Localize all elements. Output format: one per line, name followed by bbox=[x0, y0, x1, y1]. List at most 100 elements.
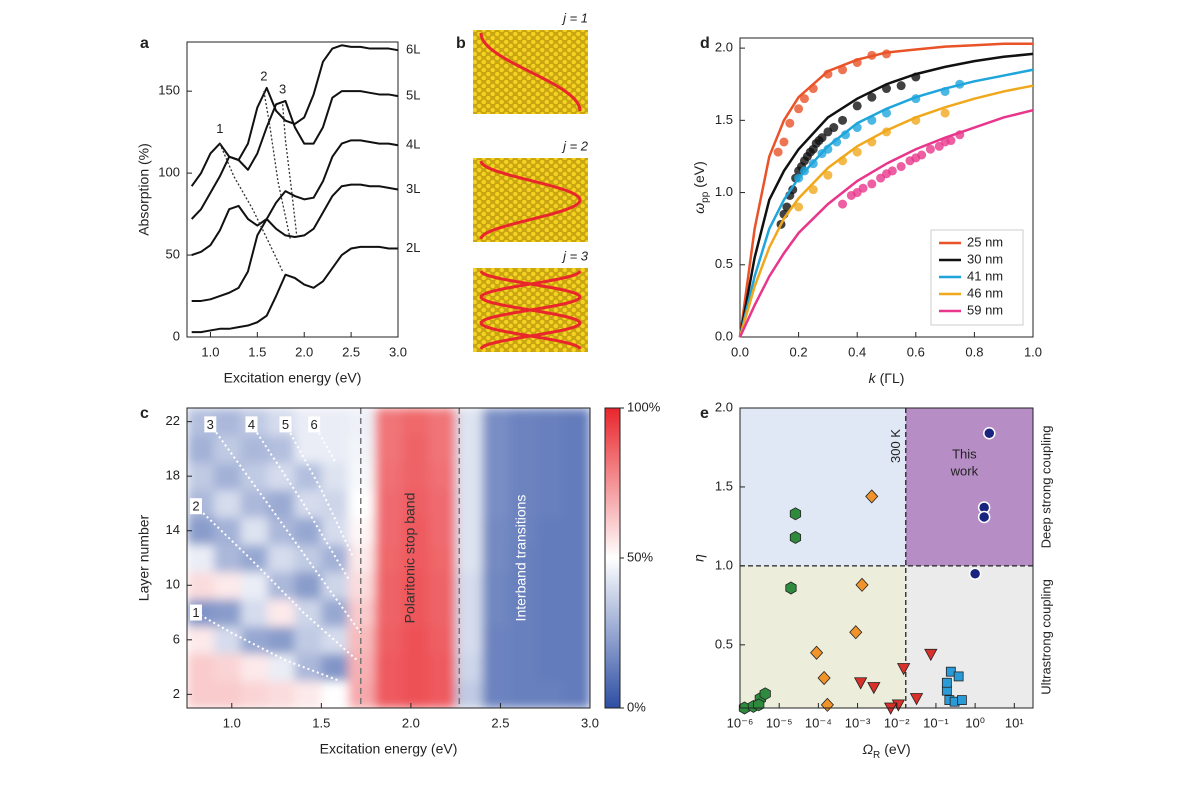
data-point bbox=[808, 159, 818, 169]
fit-line bbox=[738, 84, 1034, 338]
heat-cell bbox=[428, 544, 457, 573]
heat-cell bbox=[267, 462, 295, 491]
heat-cell bbox=[401, 544, 430, 573]
peak-label: 3 bbox=[279, 82, 286, 97]
marker-diamond bbox=[849, 625, 863, 640]
y-tick-label: 1.0 bbox=[715, 184, 733, 199]
heat-cell bbox=[536, 517, 564, 545]
band-label: Polaritonic stop band bbox=[402, 493, 418, 624]
heat-cell bbox=[321, 544, 349, 573]
plot-frame bbox=[739, 37, 1034, 338]
heat-cell bbox=[482, 489, 510, 518]
data-point bbox=[799, 94, 809, 104]
heat-cell bbox=[213, 598, 242, 627]
x-axis-label: k (ΓL) bbox=[869, 370, 905, 386]
x-tick-label: 10⁰ bbox=[965, 715, 985, 730]
heat-cell bbox=[348, 653, 376, 682]
label-part: ω bbox=[691, 203, 707, 214]
heat-cell bbox=[294, 517, 322, 545]
panel-letter: b bbox=[456, 35, 466, 52]
data-point bbox=[911, 115, 921, 125]
heat-cell bbox=[536, 680, 564, 708]
x-tick-label: 3.0 bbox=[389, 344, 407, 359]
heat-cell bbox=[187, 435, 215, 464]
band-label: Interband transitions bbox=[513, 495, 529, 622]
heat-cell bbox=[482, 544, 510, 573]
mode-label: 1 bbox=[192, 605, 199, 620]
data-point bbox=[955, 79, 965, 89]
heat-cell bbox=[536, 626, 564, 654]
data-point bbox=[808, 185, 818, 195]
heat-cell bbox=[267, 680, 295, 708]
mode-label: 5 bbox=[282, 417, 289, 432]
heat-cell bbox=[321, 571, 349, 600]
heat-cell bbox=[294, 435, 322, 464]
heat-cell bbox=[375, 517, 403, 545]
heat-cell bbox=[321, 517, 349, 545]
heat-cell bbox=[375, 571, 403, 600]
heat-cell bbox=[455, 680, 484, 708]
heat-cell bbox=[294, 653, 322, 682]
heat-cell bbox=[563, 462, 590, 491]
heat-cell bbox=[375, 680, 403, 708]
heat-cell bbox=[455, 489, 484, 518]
heat-cell bbox=[455, 598, 484, 627]
heat-cell bbox=[187, 653, 215, 682]
heat-cell bbox=[482, 653, 510, 682]
data-point bbox=[773, 147, 783, 157]
heat-cell bbox=[294, 680, 322, 708]
x-tick-label: 0.2 bbox=[790, 344, 808, 359]
heat-cell bbox=[267, 489, 295, 518]
data-point bbox=[896, 162, 906, 172]
heat-cell bbox=[187, 544, 215, 573]
guide-line bbox=[263, 91, 291, 239]
legend-label: 30 nm bbox=[967, 251, 1003, 266]
y-tick-label: 0 bbox=[173, 328, 180, 343]
y-axis-label: η bbox=[691, 554, 707, 562]
mode-label-bg bbox=[308, 416, 321, 433]
heat-cell bbox=[240, 598, 269, 627]
heat-cell bbox=[509, 571, 537, 600]
mode-label-bg bbox=[204, 416, 217, 433]
colorbar-label: 0% bbox=[627, 699, 646, 714]
heat-cell bbox=[428, 517, 457, 545]
heat-cell bbox=[563, 435, 590, 464]
data-point bbox=[858, 183, 868, 193]
data-point bbox=[838, 115, 848, 125]
heat-cell bbox=[213, 517, 242, 545]
data-point bbox=[794, 202, 804, 212]
coupling-region bbox=[905, 408, 1033, 566]
x-tick-label: 2.5 bbox=[491, 715, 509, 730]
y-tick-label: 1.5 bbox=[715, 112, 733, 127]
marker-diamond bbox=[855, 577, 869, 592]
coupling-region bbox=[740, 565, 906, 708]
mode-line bbox=[250, 423, 350, 579]
mode-label: 2 bbox=[192, 499, 199, 514]
heat-cell bbox=[401, 435, 430, 464]
lattice-box bbox=[473, 158, 588, 242]
heat-cell bbox=[348, 598, 376, 627]
data-point bbox=[852, 101, 862, 111]
heat-cell bbox=[321, 435, 349, 464]
x-tick-label: 1.0 bbox=[201, 344, 219, 359]
heat-cell bbox=[563, 408, 590, 436]
data-point bbox=[832, 137, 842, 147]
marker-triangle bbox=[867, 682, 881, 695]
heat-cell bbox=[455, 626, 484, 654]
data-point bbox=[946, 136, 956, 146]
marker-circle bbox=[977, 510, 991, 524]
heat-cell bbox=[401, 626, 430, 654]
coupling-region bbox=[740, 408, 906, 566]
heat-cell bbox=[348, 544, 376, 573]
fit-line bbox=[738, 52, 1034, 338]
marker-diamond bbox=[865, 489, 879, 504]
fit-line bbox=[738, 109, 1034, 338]
spectrum-line bbox=[191, 183, 399, 302]
panel-letter: c bbox=[140, 405, 149, 422]
heat-cell bbox=[348, 626, 376, 654]
heat-cell bbox=[240, 571, 269, 600]
y-tick-label: 100 bbox=[158, 165, 180, 180]
x-tick-label: 10⁻¹ bbox=[923, 715, 949, 730]
heatmap bbox=[187, 408, 590, 708]
